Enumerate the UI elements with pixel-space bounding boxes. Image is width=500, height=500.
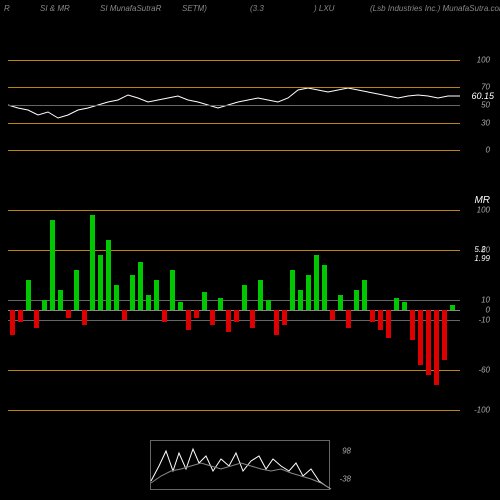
histogram-bar bbox=[394, 298, 399, 310]
histogram-bar bbox=[426, 310, 431, 375]
grid-line bbox=[8, 250, 460, 251]
histogram-bar bbox=[434, 310, 439, 385]
axis-label: 0 bbox=[486, 306, 490, 315]
grid-line bbox=[8, 60, 460, 61]
histogram-bar bbox=[58, 290, 63, 310]
histogram-bar bbox=[258, 280, 263, 310]
header-text: SETM) bbox=[182, 4, 207, 13]
axis-label: -38 bbox=[339, 475, 351, 484]
histogram-bar bbox=[114, 285, 119, 310]
histogram-bar bbox=[354, 290, 359, 310]
histogram-bar bbox=[154, 280, 159, 310]
histogram-bar bbox=[90, 215, 95, 310]
histogram-bar bbox=[82, 310, 87, 325]
grid-line bbox=[8, 210, 460, 211]
histogram-bar bbox=[338, 295, 343, 310]
chart-header: R SI & MR SI MunafaSutraR SETM) (3.3 ) LXU (Ls… bbox=[0, 4, 500, 18]
histogram-bar bbox=[226, 310, 231, 332]
histogram-bar bbox=[450, 305, 455, 310]
axis-label: 10 bbox=[481, 296, 490, 305]
grid-line bbox=[8, 123, 460, 124]
histogram-bar bbox=[138, 262, 143, 310]
axis-label: -10 bbox=[478, 316, 490, 325]
histogram-bar bbox=[170, 270, 175, 310]
axis-label: 100 bbox=[477, 206, 490, 215]
histogram-bar bbox=[322, 265, 327, 310]
histogram-bar bbox=[146, 295, 151, 310]
grid-line bbox=[8, 410, 460, 411]
current-value: 60.15 bbox=[471, 91, 494, 101]
histogram-bar bbox=[306, 275, 311, 310]
current-value: 5.21.99 bbox=[474, 245, 490, 263]
histogram-bar bbox=[26, 280, 31, 310]
histogram-bar bbox=[418, 310, 423, 365]
histogram-bar bbox=[194, 310, 199, 318]
histogram-bar bbox=[106, 240, 111, 310]
histogram-bar bbox=[50, 220, 55, 310]
header-text: (3.3 bbox=[250, 4, 264, 13]
histogram-bar bbox=[178, 302, 183, 310]
axis-label: 30 bbox=[481, 119, 490, 128]
header-text: R bbox=[4, 4, 10, 13]
grid-line bbox=[8, 150, 460, 151]
histogram-bar bbox=[162, 310, 167, 322]
histogram-bar bbox=[130, 275, 135, 310]
summary-panel: 98-38 bbox=[150, 440, 330, 490]
histogram-bar bbox=[402, 302, 407, 310]
histogram-bar bbox=[202, 292, 207, 310]
histogram-bar bbox=[282, 310, 287, 325]
histogram-bar bbox=[410, 310, 415, 340]
axis-label: 100 bbox=[477, 56, 490, 65]
histogram-bar bbox=[122, 310, 127, 320]
histogram-bar bbox=[98, 255, 103, 310]
header-text: SI & MR bbox=[40, 4, 70, 13]
grid-line bbox=[8, 370, 460, 371]
histogram-bar bbox=[34, 310, 39, 328]
histogram-bar bbox=[346, 310, 351, 328]
histogram-bar bbox=[370, 310, 375, 322]
axis-label: -100 bbox=[474, 406, 490, 415]
mr-panel: MR10060100-10-60-1005.21.99 bbox=[8, 210, 460, 410]
histogram-bar bbox=[210, 310, 215, 325]
axis-label: 50 bbox=[481, 101, 490, 110]
histogram-bar bbox=[266, 300, 271, 310]
histogram-bar bbox=[330, 310, 335, 320]
histogram-bar bbox=[74, 270, 79, 310]
header-text: SI MunafaSutraR bbox=[100, 4, 161, 13]
histogram-bar bbox=[314, 255, 319, 310]
histogram-bar bbox=[218, 298, 223, 310]
histogram-bar bbox=[186, 310, 191, 330]
histogram-bar bbox=[274, 310, 279, 335]
histogram-bar bbox=[386, 310, 391, 338]
histogram-bar bbox=[250, 310, 255, 328]
rsi-panel: 100705030060.15 bbox=[8, 60, 460, 150]
grid-line bbox=[8, 87, 460, 88]
histogram-bar bbox=[298, 290, 303, 310]
histogram-bar bbox=[10, 310, 15, 335]
histogram-bar bbox=[362, 280, 367, 310]
histogram-bar bbox=[242, 285, 247, 310]
histogram-bar bbox=[18, 310, 23, 322]
histogram-bar bbox=[290, 270, 295, 310]
summary-svg bbox=[151, 441, 329, 489]
histogram-bar bbox=[66, 310, 71, 318]
header-text: (Lsb Industries Inc.) MunafaSutra.com bbox=[370, 4, 500, 13]
histogram-bar bbox=[378, 310, 383, 330]
axis-label: 98 bbox=[342, 447, 351, 456]
histogram-bar bbox=[234, 310, 239, 322]
histogram-bar bbox=[442, 310, 447, 360]
header-text: ) LXU bbox=[314, 4, 334, 13]
histogram-bar bbox=[42, 300, 47, 310]
panel-title: MR bbox=[474, 195, 490, 206]
axis-label: 0 bbox=[486, 146, 490, 155]
axis-label: -60 bbox=[478, 366, 490, 375]
grid-line bbox=[8, 105, 460, 106]
